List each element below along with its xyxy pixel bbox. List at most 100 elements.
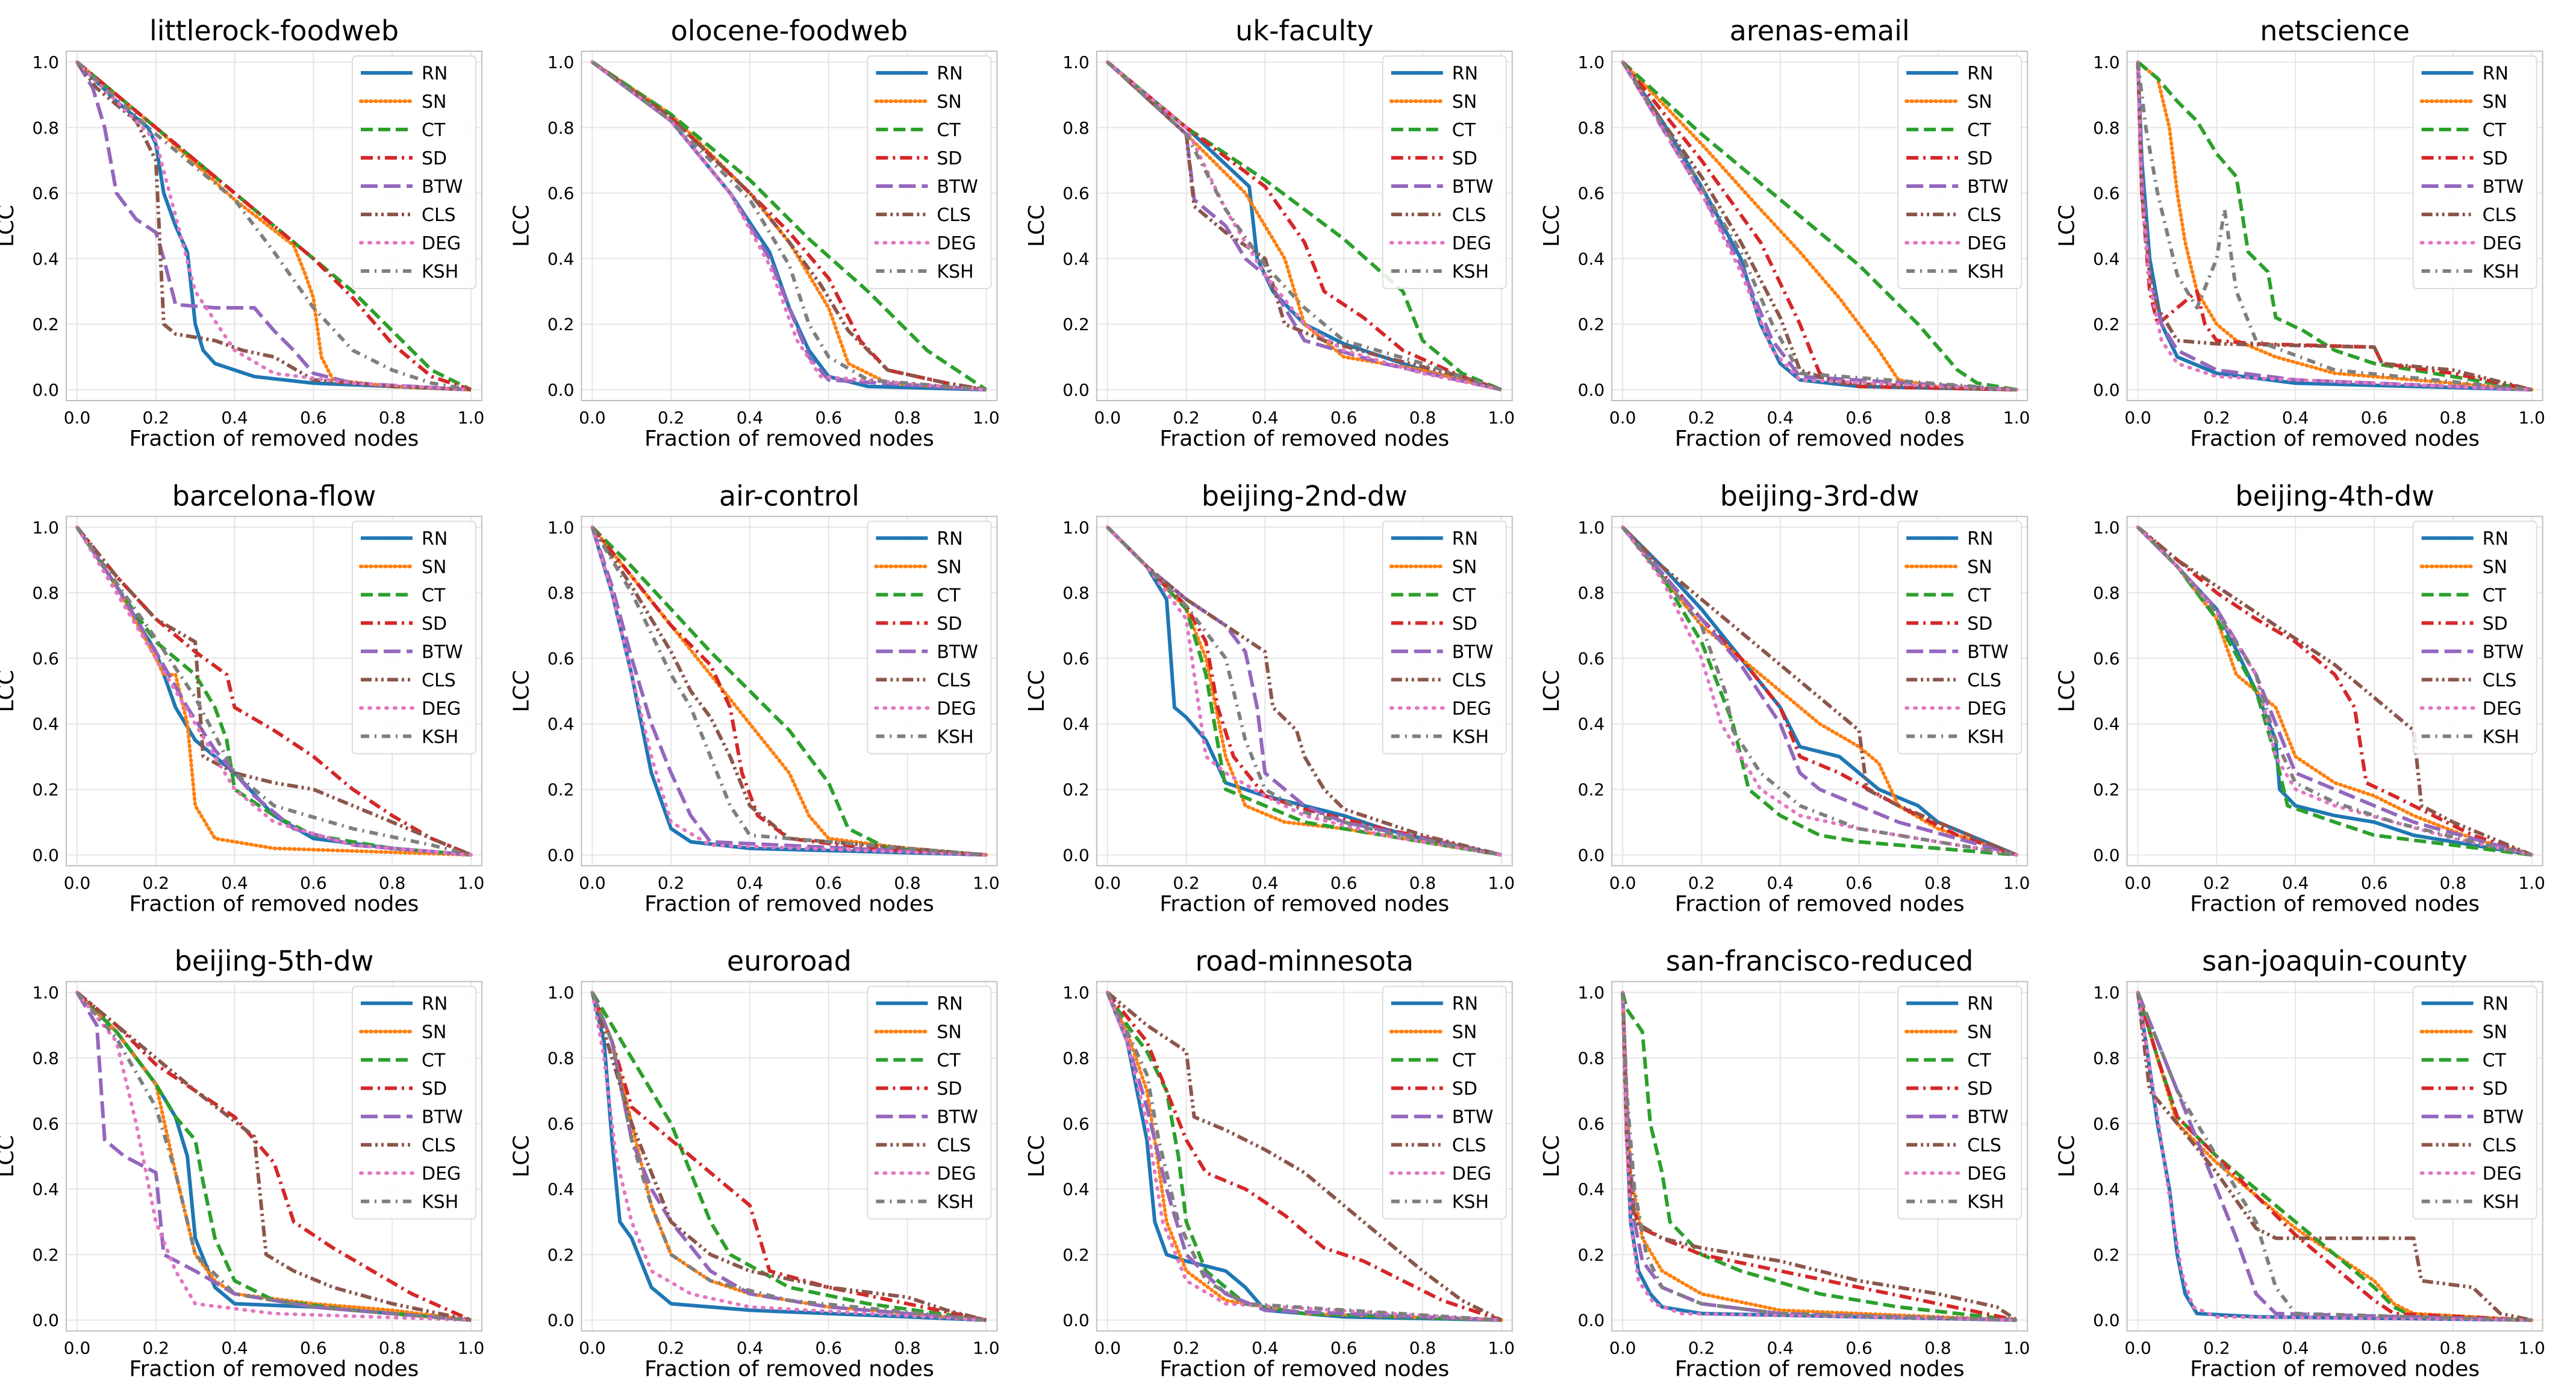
y-tick-label: 1.0 xyxy=(32,983,59,1003)
chart-title: road-minnesota xyxy=(1196,945,1414,978)
axes-frame xyxy=(581,516,998,867)
y-tick-label: 0.8 xyxy=(2093,118,2120,138)
legend-label-BTW: BTW xyxy=(2483,641,2524,663)
legend-label-DEG: DEG xyxy=(1452,1164,1491,1185)
y-tick-label: 0.6 xyxy=(1578,1114,1605,1134)
series-line-SD xyxy=(1106,526,1502,857)
subplot-beijing-2nd-dw: beijing-2nd-dw 0.00.0 0.2 0.2 0.4 0.4 0.6 0.6 0.… xyxy=(1024,479,1515,916)
legend-label-BTW: BTW xyxy=(937,176,978,198)
series-line-CT xyxy=(1621,992,2017,1322)
legend-box xyxy=(867,520,992,755)
legend-label-SD: SD xyxy=(937,148,962,169)
series-line-CLS xyxy=(2136,992,2533,1322)
series-line-BTW xyxy=(1621,526,2018,857)
legend-label-DEG: DEG xyxy=(1967,698,2006,719)
x-tick-label: 0.0 xyxy=(2124,873,2151,893)
y-tick-label: 0.6 xyxy=(1578,184,1605,204)
legend-label-KSH: KSH xyxy=(2483,1192,2519,1213)
y-tick-label: 0.8 xyxy=(32,118,59,138)
legend-label-KSH: KSH xyxy=(1452,261,1489,282)
y-tick-label: 1.0 xyxy=(1062,517,1090,537)
axes-frame xyxy=(1611,51,2029,401)
axes-frame xyxy=(1096,51,1513,401)
y-tick-label: 0.0 xyxy=(2093,845,2120,865)
legend-label-CT: CT xyxy=(937,585,961,606)
chart-title: netscience xyxy=(2260,14,2410,47)
legend-label-RN: RN xyxy=(1452,528,1478,549)
legend-box xyxy=(1897,520,2022,755)
x-tick-label: 0.0 xyxy=(1094,1338,1121,1358)
legend-label-DEG: DEG xyxy=(422,698,461,719)
y-tick-label: 0.4 xyxy=(1062,249,1090,269)
series-line-SD xyxy=(2136,61,2533,392)
y-tick-label: 0.0 xyxy=(547,1311,575,1331)
legend-label-CLS: CLS xyxy=(422,670,456,691)
legend-label-DEG: DEG xyxy=(2483,698,2522,719)
x-tick-label: 0.2 xyxy=(1173,1338,1200,1358)
legend-label-SD: SD xyxy=(422,148,447,169)
x-tick-label: 1.0 xyxy=(2003,408,2030,428)
y-tick-label: 1.0 xyxy=(1578,517,1605,537)
y-tick-label: 0.8 xyxy=(547,118,575,138)
legend-label-CT: CT xyxy=(1452,1050,1476,1072)
x-axis-label: Fraction of removed nodes xyxy=(1675,1357,1965,1382)
subplot-road-minnesota: road-minnesota 0.00.0 0.2 0.2 0.4 0.4 0.6 0.6 0.… xyxy=(1024,945,1515,1382)
x-axis-label: Fraction of removed nodes xyxy=(1675,426,1965,451)
subplot-netscience: netscience 0.00.0 0.2 0.2 0.4 0.4 0.6 0.6 0.8 0.8… xyxy=(2055,14,2545,451)
x-tick-label: 0.8 xyxy=(1409,408,1436,428)
legend-label-CLS: CLS xyxy=(2483,1135,2517,1156)
x-tick-label: 0.6 xyxy=(300,1338,327,1358)
x-tick-label: 0.6 xyxy=(1330,1338,1358,1358)
x-tick-label: 0.2 xyxy=(143,1338,170,1358)
y-axis-label: LCC xyxy=(0,670,19,712)
x-tick-label: 0.4 xyxy=(737,408,764,428)
legend-label-DEG: DEG xyxy=(937,233,976,254)
legend-label-DEG: DEG xyxy=(1452,698,1491,719)
legend-label-SD: SD xyxy=(422,613,447,634)
y-tick-label: 0.2 xyxy=(1062,314,1090,334)
x-tick-label: 0.4 xyxy=(737,873,764,893)
x-tick-label: 1.0 xyxy=(973,1338,1000,1358)
legend-box xyxy=(352,55,476,289)
y-tick-label: 0.0 xyxy=(1062,380,1090,400)
subplot-euroroad: euroroad 0.00.0 0.2 0.2 0.4 0.4 0.6 0.6 0.8 0.8 1.… xyxy=(509,945,999,1382)
legend-label-KSH: KSH xyxy=(937,1192,973,1213)
y-tick-label: 0.0 xyxy=(32,845,59,865)
y-tick-label: 0.4 xyxy=(1578,249,1605,269)
x-tick-label: 0.4 xyxy=(737,1338,764,1358)
series-line-KSH xyxy=(1621,992,2017,1322)
y-tick-label: 1.0 xyxy=(1578,52,1605,72)
subplot-san-francisco-reduced: san-francisco-reduced 0.00.0 0.2 0.2 0.4 0.4 0… xyxy=(1539,945,2030,1382)
x-tick-label: 0.0 xyxy=(1609,1338,1636,1358)
x-tick-label: 0.8 xyxy=(379,408,406,428)
series-line-CLS xyxy=(2136,61,2533,392)
series-line-BTW xyxy=(1621,992,2017,1322)
axes-frame xyxy=(581,51,998,401)
y-tick-label: 0.4 xyxy=(32,714,59,734)
series-line-SD xyxy=(75,526,472,857)
series-line-KSH xyxy=(1106,526,1502,857)
legend-label-RN: RN xyxy=(2483,63,2509,84)
legend-label-RN: RN xyxy=(1967,528,1993,549)
y-tick-label: 0.6 xyxy=(1062,184,1090,204)
x-tick-label: 0.6 xyxy=(300,873,327,893)
x-tick-label: 0.4 xyxy=(1252,408,1279,428)
x-tick-label: 0.2 xyxy=(143,873,170,893)
series-line-SD xyxy=(1106,991,1502,1322)
y-tick-label: 0.4 xyxy=(1062,1179,1090,1199)
legend-label-SD: SD xyxy=(1967,1079,1992,1100)
legend-label-BTW: BTW xyxy=(422,641,463,663)
legend-label-DEG: DEG xyxy=(937,698,976,719)
x-tick-label: 0.2 xyxy=(1688,873,1715,893)
legend-label-CLS: CLS xyxy=(1452,1135,1486,1156)
x-tick-label: 0.4 xyxy=(1767,408,1794,428)
legend-label-CLS: CLS xyxy=(1967,205,2001,226)
legend-label-CT: CT xyxy=(937,1050,961,1072)
x-tick-label: 1.0 xyxy=(973,408,1000,428)
axes-frame xyxy=(2126,981,2543,1332)
legend-label-SN: SN xyxy=(422,92,446,113)
axes-frame xyxy=(1096,516,1513,867)
legend-label-CLS: CLS xyxy=(1967,670,2001,691)
x-axis-label: Fraction of removed nodes xyxy=(129,426,419,451)
x-tick-label: 0.8 xyxy=(894,408,921,428)
